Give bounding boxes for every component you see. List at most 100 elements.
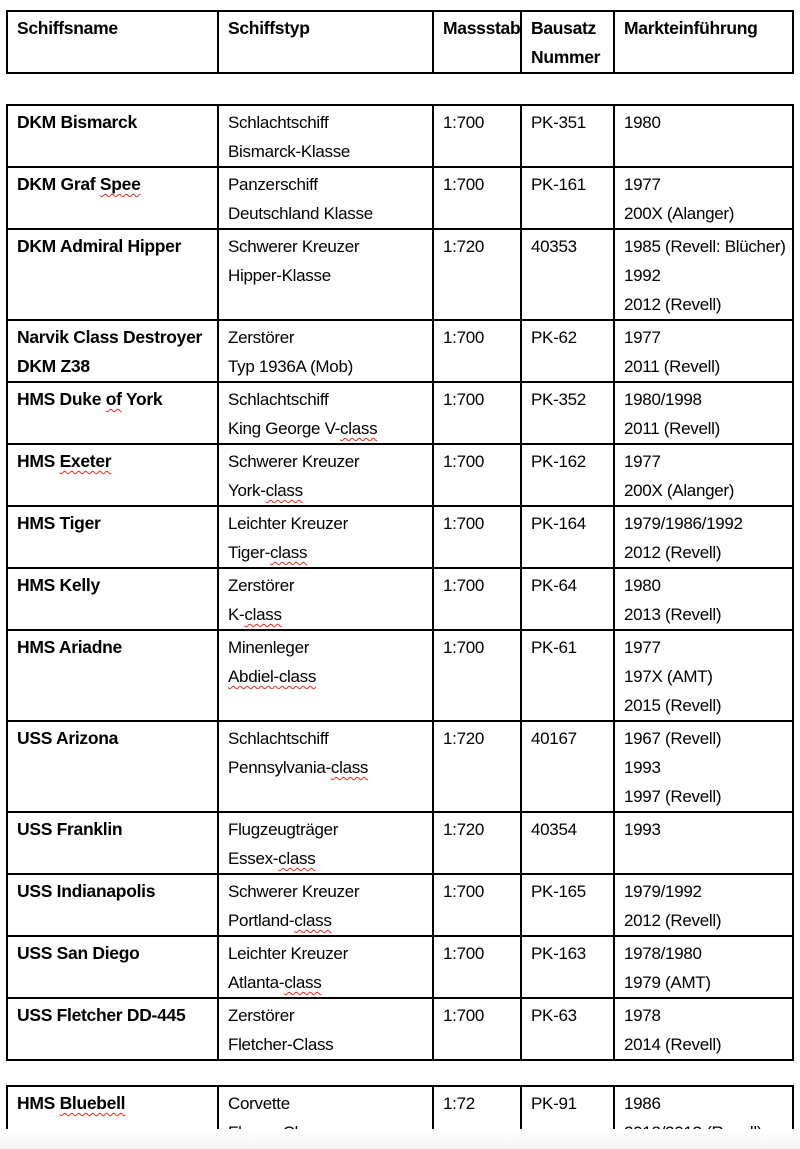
text-line: Schlachtschiff [228, 385, 424, 414]
cell-bausatz-nummer: 40353 [520, 228, 615, 321]
text-segment: 1979/1992 [624, 882, 702, 901]
text-line: Schwerer Kreuzer [228, 232, 424, 261]
text-line: 1979 (AMT) [624, 968, 784, 996]
misspelled-text: class [340, 419, 378, 438]
table-row: HMS Kelly Zerstörer K-class 1:700 PK-64 1… [6, 567, 794, 631]
text-segment: Bismarck-Klasse [228, 142, 351, 161]
misspelled-text: Abdiel-class [228, 667, 317, 686]
misspelled-text: Bluebell [59, 1093, 126, 1113]
misspelled-text: class [284, 973, 322, 992]
table-row: HMS Duke of York Schlachtschiff King Geor… [6, 381, 794, 445]
text-line: King George V-class [228, 414, 424, 442]
text-line: Bismarck-Klasse [228, 137, 424, 165]
cell-bausatz-nummer: PK-163 [520, 935, 615, 999]
text-segment: 200X (Alanger) [624, 481, 735, 500]
text-segment: Schlachtschiff [228, 729, 329, 748]
cell-schiffstyp: Schwerer Kreuzer York-class [217, 443, 434, 507]
text-line: 1986 [624, 1089, 784, 1118]
cell-schiffstyp: Schlachtschiff King George V-class [217, 381, 434, 445]
text-segment: Zerstörer [228, 328, 295, 347]
text-segment: Essex- [228, 849, 279, 868]
cell-schiffsname: DKM Admiral Hipper [6, 228, 219, 321]
text-line: Typ 1936A (Mob) [228, 352, 424, 380]
text-line: Schlachtschiff [228, 108, 424, 137]
text-line: Leichter Kreuzer [228, 509, 424, 538]
text-segment: Narvik Class Destroyer [17, 327, 203, 347]
text-segment: Hipper-Klasse [228, 266, 331, 285]
text-line: York-class [228, 476, 424, 504]
text-line: 1977 [624, 447, 784, 476]
text-segment: 2012 (Revell) [624, 295, 722, 314]
header-row: Schiffsname Schiffstyp Massstab Bausatz N… [6, 10, 794, 74]
text-segment: Flugzeugträger [228, 820, 339, 839]
text-line: USS Arizona [17, 724, 209, 753]
text-segment: 200X (Alanger) [624, 204, 735, 223]
cell-markteinfuehrung: 1977 2011 (Revell) [613, 319, 794, 383]
cell-schiffsname: HMS Duke of York [6, 381, 219, 445]
misspelled-text: class [278, 849, 316, 868]
text-line: Corvette [228, 1089, 424, 1118]
text-segment: 2012 (Revell) [624, 911, 722, 930]
cell-markteinfuehrung: 1993 [613, 811, 794, 875]
cell-markteinfuehrung: 1980 [613, 104, 794, 168]
text-line: 1980 [624, 571, 784, 600]
ship-models-table: DKM Bismarck Schlachtschiff Bismarck-Klas… [6, 104, 794, 1061]
text-line: USS San Diego [17, 939, 209, 968]
text-segment: 1977 [624, 452, 661, 471]
cell-schiffsname: HMS Tiger [6, 505, 219, 569]
text-line: Massstab [443, 14, 519, 43]
text-segment: Typ 1936A (Mob) [228, 357, 353, 376]
cell-schiffstyp: Leichter Kreuzer Tiger-class [217, 505, 434, 569]
text-segment: Zerstörer [228, 1006, 295, 1025]
cell-markteinfuehrung: 1967 (Revell) 1993 1997 (Revell) [613, 720, 794, 813]
cell-massstab: 1:700 [432, 873, 522, 937]
cell-markteinfuehrung: 1980 2013 (Revell) [613, 567, 794, 631]
cell-markteinfuehrung: 1979/1992 2012 (Revell) [613, 873, 794, 937]
cell-schiffstyp: Minenleger Abdiel-class [217, 629, 434, 722]
misspelled-text: Exeter [59, 451, 112, 471]
text-line: Minenleger [228, 633, 424, 662]
text-line: HMS Exeter [17, 447, 209, 476]
text-line: Nummer [531, 43, 605, 71]
text-line: Narvik Class Destroyer [17, 323, 209, 352]
text-segment: Portland- [228, 911, 295, 930]
cell-schiffsname: DKM Bismarck [6, 104, 219, 168]
cell-schiffstyp: Zerstörer Typ 1936A (Mob) [217, 319, 434, 383]
text-segment: King George V- [228, 419, 341, 438]
table-row: USS Franklin Flugzeugträger Essex-class 1… [6, 811, 794, 875]
text-segment: 1997 (Revell) [624, 787, 722, 806]
table-row: HMS Tiger Leichter Kreuzer Tiger-class 1:… [6, 505, 794, 569]
text-line: 1993 [624, 815, 784, 844]
cell-schiffstyp: Panzerschiff Deutschland Klasse [217, 166, 434, 230]
text-segment: Bausatz [531, 18, 597, 38]
table-row: USS Fletcher DD-445 Zerstörer Fletcher-Cl… [6, 997, 794, 1061]
column-header-bausatz-nummer: Bausatz Nummer [520, 10, 615, 74]
text-line: 1985 (Revell: Blücher) [624, 232, 786, 261]
text-line: DKM Graf Spee [17, 170, 209, 199]
text-segment: HMS Tiger [17, 513, 101, 533]
cell-massstab: 1:720 [432, 811, 522, 875]
text-segment: 2012 (Revell) [624, 543, 722, 562]
text-line: USS Fletcher DD-445 [17, 1001, 209, 1030]
text-line: HMS Duke of York [17, 385, 209, 414]
cell-markteinfuehrung: 1978/1980 1979 (AMT) [613, 935, 794, 999]
text-segment: Minenleger [228, 638, 310, 657]
text-segment: Schwerer Kreuzer [228, 452, 360, 471]
cell-schiffstyp: Schwerer Kreuzer Portland-class [217, 873, 434, 937]
table-row: DKM Graf Spee Panzerschiff Deutschland Kl… [6, 166, 794, 230]
misspelled-text: Flower [228, 1123, 278, 1142]
text-segment: USS Indianapolis [17, 881, 156, 901]
cell-schiffstyp: Schlachtschiff Bismarck-Klasse [217, 104, 434, 168]
text-line: HMS Tiger [17, 509, 209, 538]
cell-schiffsname: HMS Ariadne [6, 629, 219, 722]
cell-massstab: 1:72 [432, 1085, 522, 1149]
cell-massstab: 1:700 [432, 997, 522, 1061]
text-line: 1980/1998 [624, 385, 784, 414]
text-segment: 197X (AMT) [624, 667, 713, 686]
text-segment: Fletcher-Class [228, 1035, 334, 1054]
cell-massstab: 1:700 [432, 505, 522, 569]
text-segment: 1993 [624, 820, 661, 839]
text-line: Schwerer Kreuzer [228, 447, 424, 476]
cell-bausatz-nummer: PK-161 [520, 166, 615, 230]
text-line: Markteinführung [624, 14, 784, 43]
